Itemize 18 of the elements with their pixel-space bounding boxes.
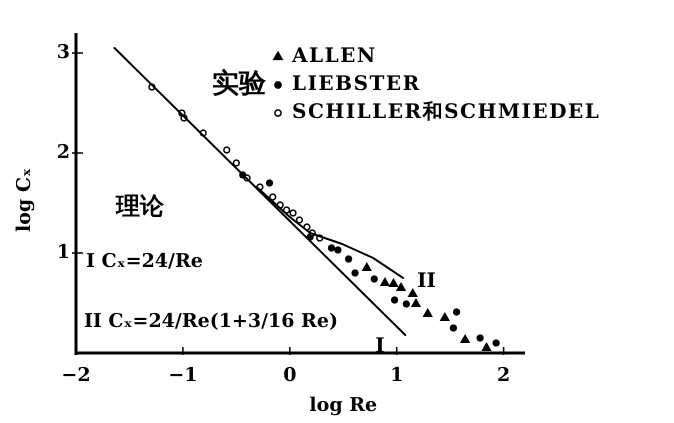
- y-tick-label: 2: [56, 140, 70, 163]
- x-tick-label: 0: [283, 364, 296, 386]
- x-tick-label: 1: [390, 364, 404, 386]
- annotation: 理论: [115, 191, 165, 220]
- y-tick-label: 3: [56, 40, 70, 63]
- legend-label: SCHILLER和SCHMIEDEL: [292, 99, 600, 124]
- x-axis-title: log Re: [309, 394, 378, 416]
- series-label: II: [417, 268, 436, 292]
- legend-label: ALLEN: [291, 43, 377, 68]
- legend-label: LIEBSTER: [292, 71, 421, 96]
- y-tick-label: 1: [56, 240, 70, 263]
- annotation: I Cₓ=24/Re: [86, 250, 203, 272]
- annotation: II Cₓ=24/Re(1+3/16 Re): [84, 310, 338, 332]
- legend-title: 实验: [212, 68, 267, 100]
- x-tick-label: −1: [168, 364, 198, 386]
- y-axis-title: log Cₓ: [13, 168, 35, 232]
- x-tick-label: −2: [61, 364, 91, 386]
- x-tick-label: 2: [497, 364, 510, 386]
